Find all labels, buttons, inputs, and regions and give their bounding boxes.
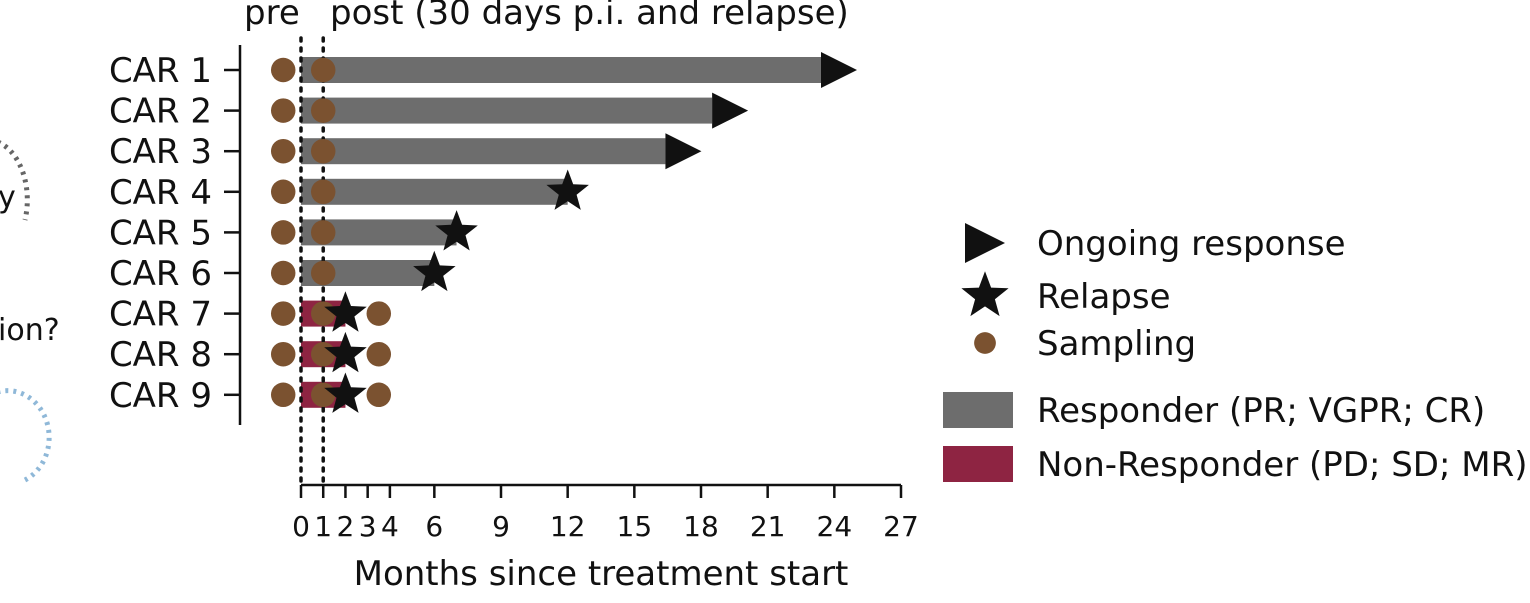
clipped-arc [0, 140, 30, 221]
y-tick-label: CAR 5 [109, 213, 212, 253]
legend-label: Ongoing response [1037, 224, 1346, 264]
sampling-marker [310, 382, 336, 408]
ongoing-marker [712, 92, 749, 129]
sampling-marker [310, 57, 336, 83]
legend-swatch [943, 392, 1013, 428]
legend-swatch [961, 271, 1009, 317]
bar [301, 57, 821, 83]
relapse-marker [413, 250, 456, 292]
x-tick-label: 21 [750, 510, 786, 543]
annotation: post (30 days p.i. and relapse) [330, 0, 849, 33]
y-tick-label: CAR 3 [109, 132, 212, 172]
fragment-text: ion? [0, 313, 60, 348]
annotation: pre [244, 0, 300, 33]
x-tick-label: 9 [492, 510, 510, 543]
relapse-marker [435, 210, 478, 251]
bar [301, 97, 713, 124]
y-tick-label: CAR 2 [109, 92, 212, 132]
sampling-marker [366, 382, 392, 408]
sampling-marker [270, 260, 296, 286]
bar [301, 178, 568, 205]
y-tick-label: CAR 1 [109, 51, 212, 91]
legend-label: Non-Responder (PD; SD; MR) [1037, 445, 1527, 485]
legend-label: Sampling [1037, 324, 1196, 364]
x-tick-label: 0 [292, 510, 310, 543]
x-axis-label: Months since treatment start [354, 554, 849, 594]
sampling-marker [366, 341, 392, 367]
sampling-marker [310, 341, 336, 367]
y-tick-label: CAR 6 [109, 254, 212, 294]
y-tick-label: CAR 4 [109, 173, 212, 213]
sampling-marker [310, 98, 336, 123]
sampling-marker [270, 179, 296, 205]
x-tick-label: 1 [314, 510, 332, 543]
sampling-marker [366, 301, 392, 326]
bar [301, 138, 666, 165]
sampling-marker [270, 382, 296, 408]
legend-label: Responder (PR; VGPR; CR) [1037, 391, 1485, 431]
sampling-marker [270, 57, 296, 83]
legend-swatch [974, 332, 996, 354]
relapse-marker [324, 291, 367, 332]
sampling-marker [310, 301, 336, 326]
fragment-text: y [0, 180, 16, 215]
ongoing-marker [821, 52, 857, 88]
relapse-marker [324, 331, 367, 373]
y-tick-label: CAR 7 [109, 295, 212, 335]
sampling-marker [310, 179, 336, 205]
relapse-marker [546, 169, 589, 210]
sampling-marker [310, 138, 336, 164]
x-tick-label: 15 [617, 510, 653, 543]
x-tick-label: 12 [550, 510, 586, 543]
y-tick-label: CAR 8 [109, 335, 212, 375]
sampling-marker [270, 138, 296, 164]
legend-swatch [965, 223, 1005, 263]
x-tick-label: 27 [883, 510, 919, 543]
ongoing-marker [665, 133, 702, 170]
sampling-marker [310, 260, 336, 286]
x-tick-label: 24 [817, 510, 853, 543]
x-tick-label: 2 [337, 510, 355, 543]
x-tick-label: 3 [359, 510, 377, 543]
legend-label: Relapse [1037, 277, 1171, 317]
y-tick-label: CAR 9 [109, 376, 212, 416]
x-tick-label: 6 [425, 510, 443, 543]
sampling-marker [270, 98, 296, 123]
clipped-arc [0, 388, 52, 483]
sampling-marker [270, 341, 296, 367]
legend-swatch [943, 446, 1013, 482]
x-tick-label: 4 [381, 510, 399, 543]
sampling-marker [270, 301, 296, 326]
sampling-marker [310, 220, 336, 245]
sampling-marker [270, 220, 296, 245]
relapse-marker [324, 372, 367, 413]
x-tick-label: 18 [683, 510, 719, 543]
